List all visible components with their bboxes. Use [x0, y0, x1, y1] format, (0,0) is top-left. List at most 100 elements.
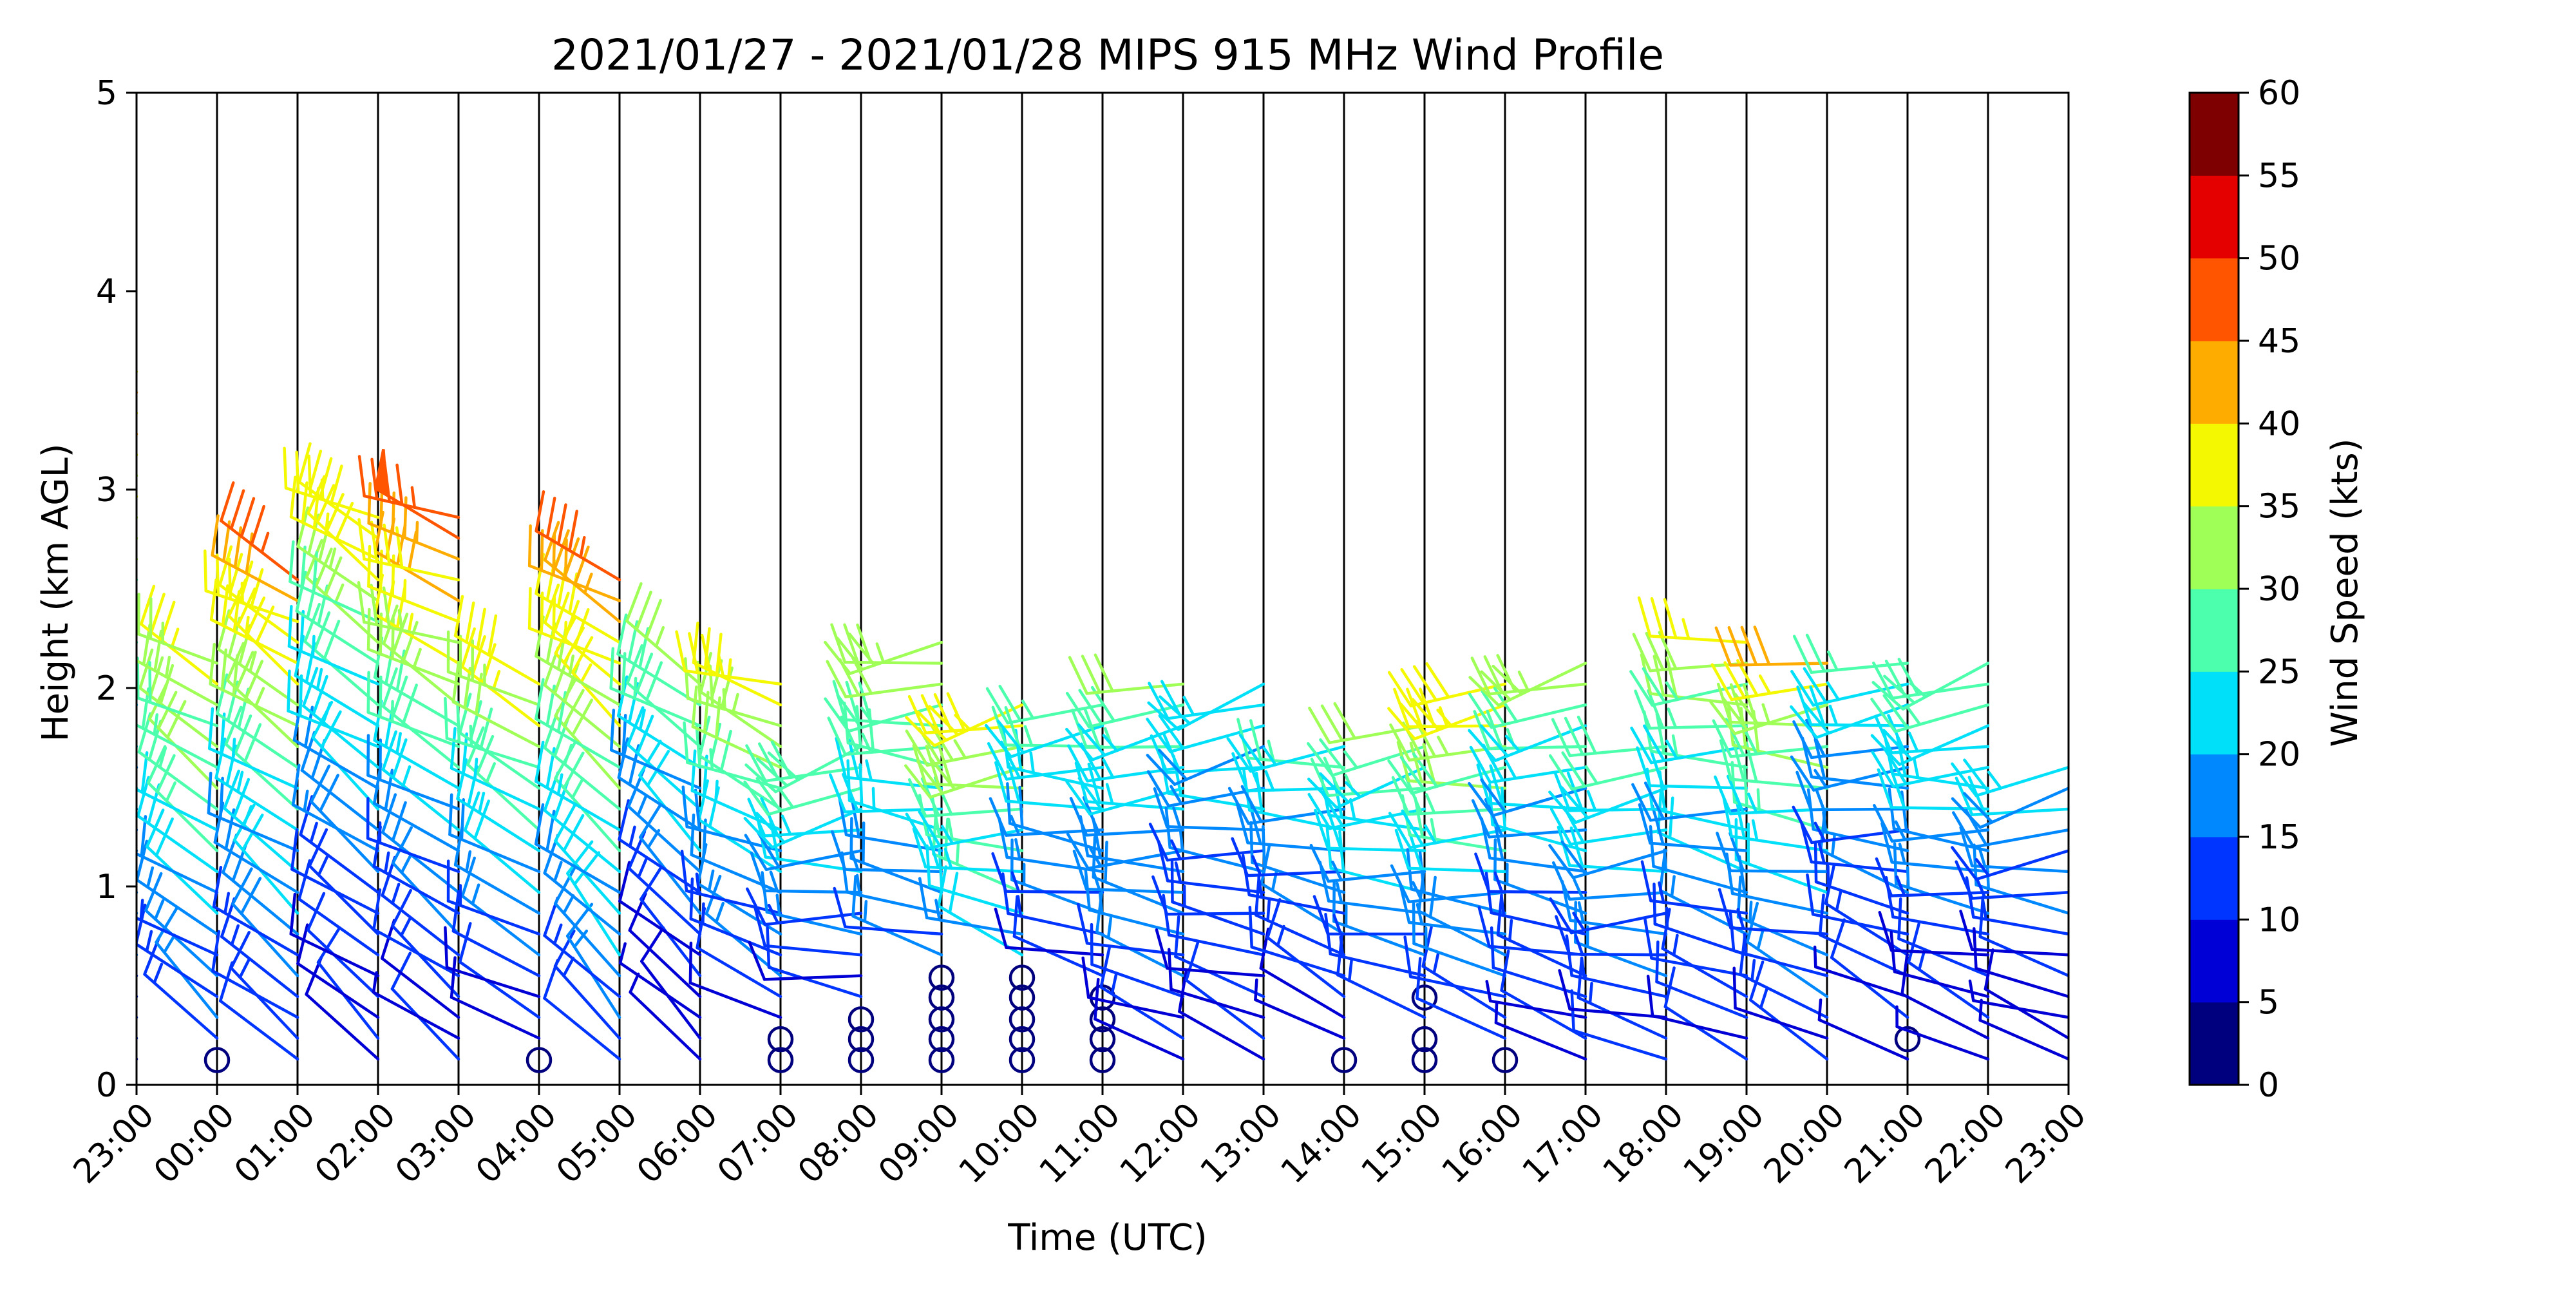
barb-feather: [445, 928, 447, 968]
colorbar-segment: [2190, 423, 2239, 506]
wind-barb: [24, 379, 137, 418]
barb-feather: [57, 408, 66, 447]
barb-half-feather: [404, 580, 405, 600]
chart-title: 2021/01/27 - 2021/01/28 MIPS 915 MHz Win…: [551, 30, 1664, 80]
colorbar-segment: [2190, 506, 2239, 589]
colorbar-tick-label: 50: [2258, 240, 2300, 278]
wind-barb: [49, 770, 137, 851]
barb-feather: [57, 861, 67, 900]
x-tick-label: 00:00: [147, 1096, 242, 1191]
colorbar-tick-label: 35: [2258, 488, 2300, 526]
x-tick-label: 11:00: [1032, 1096, 1128, 1191]
barb-staff: [41, 756, 137, 767]
wind-barb: [40, 369, 137, 434]
wind-barb: [41, 805, 137, 872]
wind-barb: [50, 957, 137, 1038]
barb-feather: [40, 369, 43, 409]
barb-feather: [368, 609, 369, 649]
barb-half-feather: [1590, 983, 1592, 1003]
barb-feather: [53, 746, 56, 786]
barb-half-feather: [865, 901, 866, 921]
x-tick-label: 16:00: [1435, 1096, 1530, 1191]
barb-staff: [41, 818, 137, 830]
wind-barb: [32, 779, 137, 830]
barb-feather: [32, 779, 41, 818]
barb-feather: [46, 353, 67, 387]
barb-feather: [450, 795, 451, 835]
barb-half-feather: [55, 828, 56, 848]
barb-feather: [381, 488, 382, 528]
barb-half-feather: [711, 749, 712, 769]
barb-half-feather: [79, 461, 80, 481]
barb-feather: [289, 671, 290, 711]
barb-feather: [863, 823, 864, 863]
barb-feather: [44, 407, 53, 446]
barb-feather: [860, 765, 862, 805]
barb-staff: [49, 810, 137, 851]
barb-half-feather: [61, 857, 62, 877]
x-tick-label: 03:00: [388, 1096, 484, 1191]
barb-feather: [37, 381, 53, 418]
barb-half-feather: [724, 689, 725, 709]
x-tick-label: 05:00: [549, 1096, 645, 1191]
barb-feather: [368, 546, 370, 586]
barb-staff: [43, 372, 137, 392]
barb-feather: [70, 410, 79, 448]
barb-feather: [380, 677, 381, 717]
barb-feather: [49, 832, 53, 872]
wind-barb: [41, 930, 137, 997]
colorbar-tick-label: 30: [2258, 570, 2300, 609]
barb-feather: [70, 348, 79, 387]
colorbar-segment: [2190, 919, 2239, 1002]
barb-half-feather: [1255, 980, 1256, 1000]
barb-half-feather: [1745, 934, 1747, 954]
barb-half-feather: [68, 888, 73, 908]
barb-feather: [691, 879, 692, 919]
barb-half-feather: [635, 678, 636, 698]
barb-staff: [1730, 871, 1827, 872]
barb-feather: [285, 448, 286, 488]
plot-area: [21, 93, 2069, 1085]
barb-staff: [1891, 808, 1988, 809]
barb-half-feather: [1987, 868, 1989, 888]
barb-half-feather: [565, 622, 566, 642]
x-tick-label: 23:00: [66, 1096, 162, 1191]
barb-half-feather: [1510, 921, 1511, 941]
barb-feather: [381, 551, 382, 591]
barb-feather: [565, 540, 566, 580]
barb-half-feather: [68, 950, 73, 970]
barb-feather: [59, 350, 80, 384]
barb-half-feather: [957, 845, 958, 865]
barb-feather: [529, 588, 530, 628]
barb-staff: [845, 662, 942, 663]
barb-feather: [217, 555, 218, 595]
barb-feather: [41, 930, 44, 970]
barb-feather: [41, 743, 43, 783]
wind-barb: [57, 924, 137, 1017]
x-axis-ticks: 23:0000:0001:0002:0003:0004:0005:0006:00…: [66, 1085, 2094, 1191]
colorbar-segment: [2190, 1002, 2239, 1085]
x-tick-label: 14:00: [1274, 1096, 1369, 1191]
barb-feather: [57, 347, 66, 385]
barb-feather: [44, 345, 53, 384]
colorbar-tick-label: 15: [2258, 818, 2300, 857]
x-tick-label: 22:00: [1918, 1096, 2013, 1191]
barb-feather: [21, 359, 42, 392]
x-tick-label: 09:00: [871, 1096, 967, 1191]
barb-half-feather: [233, 739, 234, 759]
x-axis-label: Time (UTC): [1007, 1217, 1208, 1259]
barb-feather: [130, 811, 134, 851]
y-tick-label: 3: [96, 471, 117, 510]
barb-feather: [65, 376, 68, 416]
wind-barb: [41, 867, 137, 934]
x-tick-label: 06:00: [630, 1096, 725, 1191]
barb-feather: [57, 799, 67, 837]
colorbar-segment: [2190, 671, 2239, 754]
barb-feather: [41, 992, 44, 1032]
colorbar-label: Wind Speed (kts): [2324, 438, 2366, 747]
barb-half-feather: [1750, 902, 1751, 922]
barb-feather: [61, 776, 64, 816]
colorbar-tick-label: 40: [2258, 405, 2300, 443]
barb-half-feather: [1180, 831, 1182, 851]
